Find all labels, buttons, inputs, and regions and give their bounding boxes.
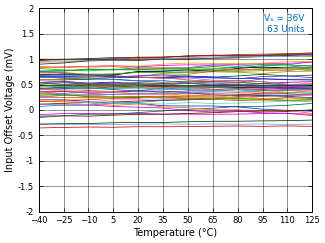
Text: Vₛ = 36V
63 Units: Vₛ = 36V 63 Units [264,14,304,34]
X-axis label: Temperature (°C): Temperature (°C) [133,228,217,238]
Y-axis label: Input Offset Voltage (mV): Input Offset Voltage (mV) [5,48,15,172]
